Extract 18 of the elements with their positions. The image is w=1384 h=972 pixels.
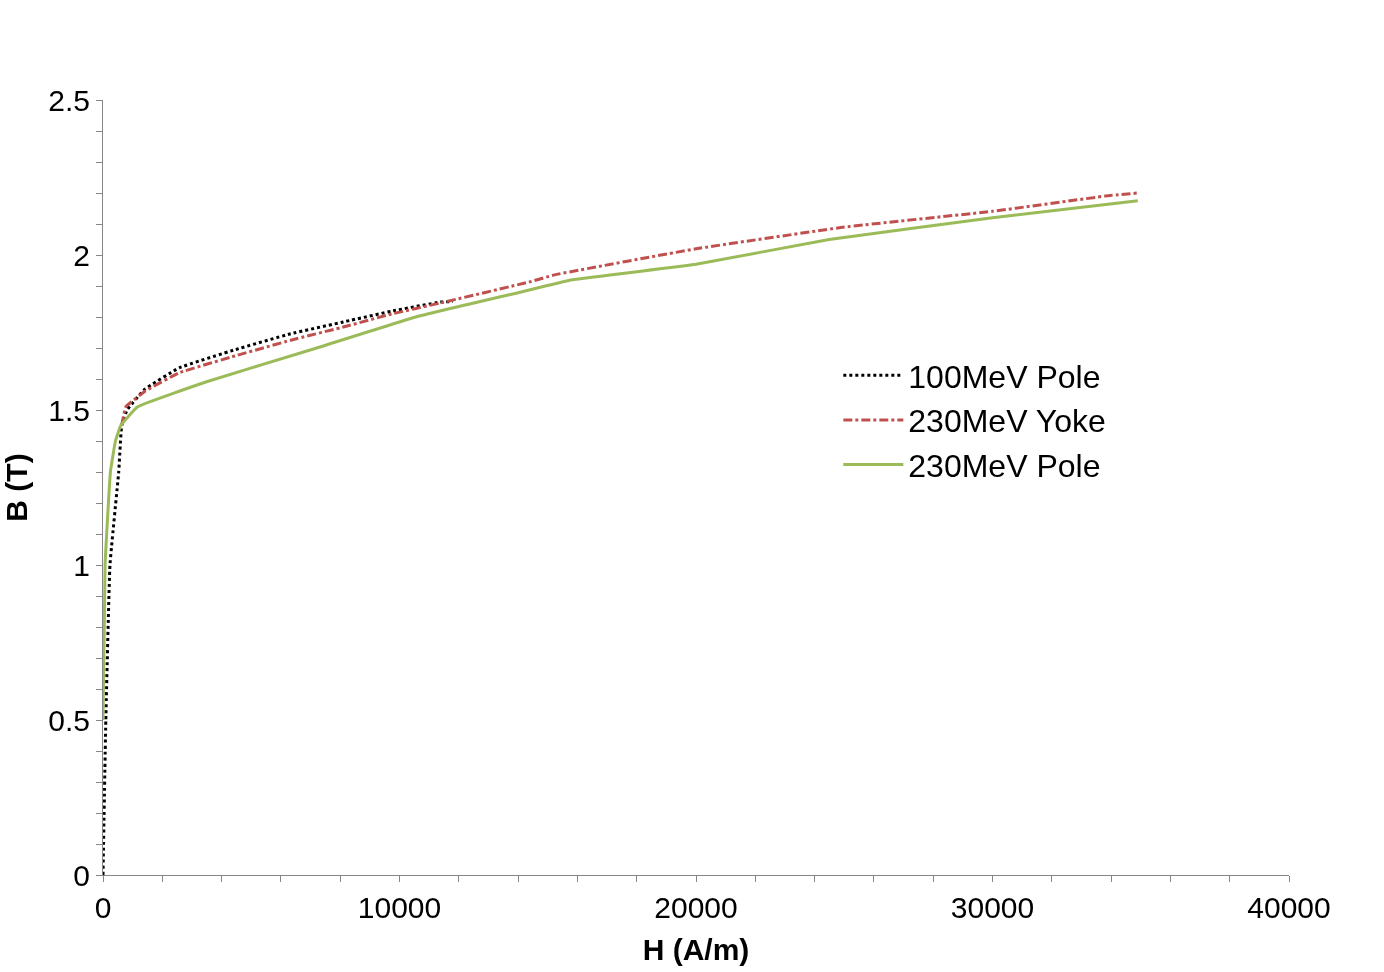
y-axis-title: B (T) [0, 453, 33, 522]
x-tick-label: 20000 [654, 891, 738, 924]
x-tick-label: 30000 [950, 891, 1035, 924]
legend-label: 230MeV Yoke [908, 403, 1106, 440]
legend-label: 100MeV Pole [908, 358, 1101, 395]
legend-label: 230MeV Pole [908, 447, 1101, 484]
x-tick-label: 40000 [1247, 891, 1331, 924]
y-tick-label: 1 [73, 548, 90, 582]
x-axis-title: H (A/m) [642, 932, 750, 966]
x-tick-label: 0 [94, 891, 112, 924]
y-tick-label: 0 [73, 858, 90, 892]
y-tick-label: 2.5 [48, 83, 90, 117]
y-tick-label: 1.5 [48, 393, 90, 427]
x-tick-label: 10000 [357, 891, 442, 924]
line-series [103, 300, 455, 875]
y-tick-label: 2 [73, 238, 90, 272]
line-series [103, 199, 1140, 722]
y-tick-label: 0.5 [48, 703, 90, 737]
